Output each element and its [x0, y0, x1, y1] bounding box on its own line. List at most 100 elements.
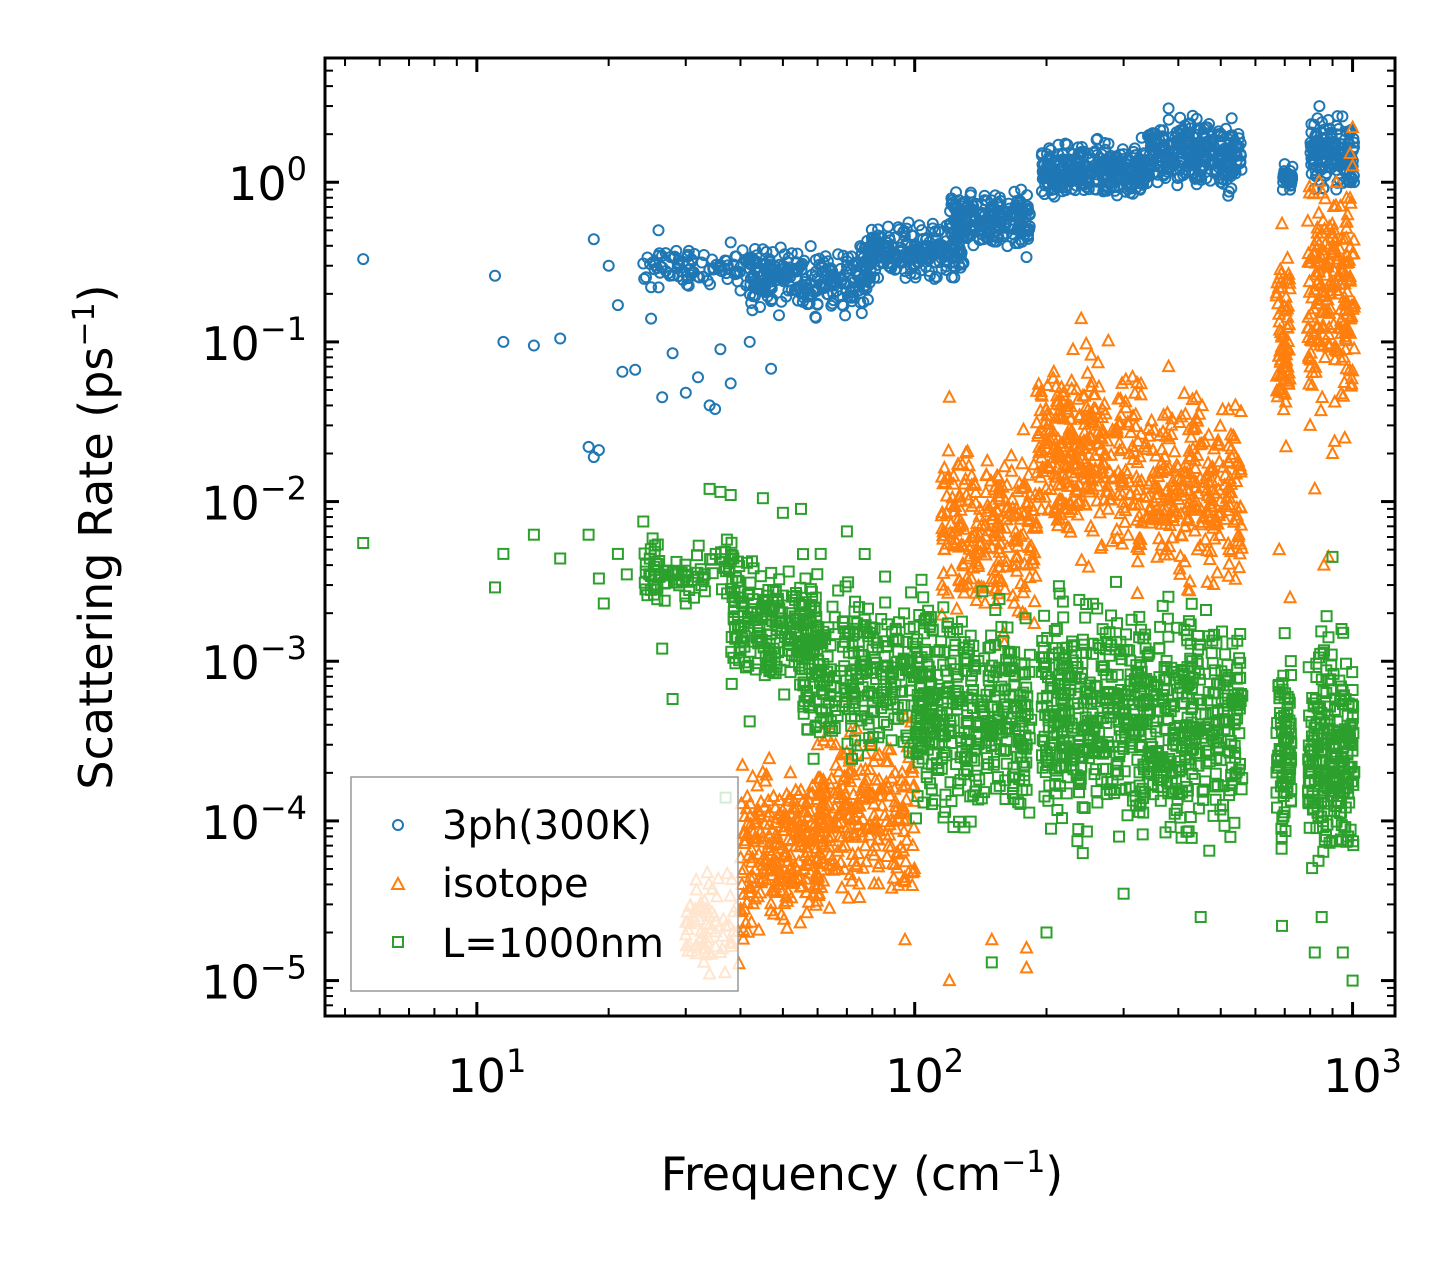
- triangle-point: [788, 782, 803, 796]
- square-point: [1008, 678, 1021, 691]
- triangle-point: [1274, 265, 1289, 280]
- circle-point: [879, 245, 892, 258]
- triangle-point: [1071, 476, 1087, 490]
- square-point: [760, 635, 773, 647]
- square-point: [863, 685, 876, 698]
- square-point: [950, 670, 963, 683]
- triangle-point: [1133, 536, 1148, 551]
- triangle-point: [816, 838, 832, 853]
- circle-point: [780, 290, 793, 303]
- square-point: [878, 659, 891, 672]
- triangle-point: [1188, 473, 1203, 488]
- triangle-point: [772, 792, 787, 806]
- circle-point: [845, 250, 858, 263]
- triangle-point: [1218, 467, 1233, 481]
- triangle-point: [1093, 442, 1108, 456]
- triangle-point: [1278, 393, 1293, 408]
- circle-point: [497, 335, 510, 348]
- square-point: [527, 528, 540, 541]
- square-point: [1042, 794, 1055, 807]
- triangle-point: [1109, 424, 1125, 439]
- circle-point: [865, 223, 878, 236]
- triangle-point: [1029, 464, 1045, 479]
- circle-point: [1209, 167, 1222, 179]
- square-point: [916, 752, 929, 765]
- triangle-point: [748, 861, 763, 876]
- triangle-point: [735, 825, 751, 840]
- circle-point: [1322, 114, 1335, 126]
- square-point: [917, 687, 930, 700]
- triangle-point: [1127, 385, 1143, 399]
- square-point: [666, 693, 679, 705]
- circle-point: [1193, 163, 1206, 176]
- triangle-point: [984, 570, 1000, 585]
- triangle-point: [1037, 415, 1052, 430]
- triangle-point: [1203, 462, 1219, 477]
- square-point: [1219, 648, 1232, 661]
- triangle-point: [1152, 427, 1167, 441]
- triangle-point: [751, 921, 766, 936]
- square-point: [1041, 632, 1054, 644]
- circle-point: [1224, 151, 1236, 164]
- circle-point: [1330, 183, 1343, 196]
- triangle-point: [1056, 466, 1071, 481]
- circle-point: [839, 277, 852, 290]
- triangle-point: [1172, 483, 1188, 498]
- square-point: [1105, 639, 1118, 652]
- circle-point: [1173, 140, 1186, 153]
- triangle-point: [961, 457, 977, 472]
- triangle-point: [957, 475, 972, 490]
- square-point: [582, 528, 595, 541]
- square-point: [1006, 662, 1019, 675]
- triangle-point: [1029, 414, 1044, 429]
- triangle-point: [810, 736, 825, 751]
- triangle-point: [745, 895, 761, 910]
- triangle-point: [740, 924, 756, 938]
- triangle-point: [898, 853, 913, 868]
- triangle-point: [1151, 468, 1166, 483]
- triangle-point: [1065, 341, 1081, 355]
- square-point: [1099, 762, 1112, 775]
- circle-point: [748, 290, 761, 303]
- square-point: [1092, 639, 1105, 652]
- square-point: [1121, 809, 1134, 822]
- triangle-point: [817, 779, 832, 794]
- square-point: [1097, 712, 1110, 725]
- circle-point: [656, 391, 669, 404]
- circle-point: [861, 293, 874, 306]
- square-point: [1047, 726, 1060, 739]
- circle-point: [953, 246, 966, 259]
- circle-point: [1234, 137, 1247, 150]
- square-point: [817, 712, 830, 725]
- circle-point: [685, 253, 698, 266]
- triangle-point: [845, 846, 860, 860]
- circle-point: [845, 295, 858, 308]
- square-point: [868, 622, 881, 635]
- circle-point: [616, 365, 629, 378]
- triangle-point: [1161, 358, 1176, 373]
- circle-point: [757, 269, 770, 282]
- triangle-point: [905, 864, 920, 879]
- triangle-point: [1038, 400, 1053, 415]
- circle-point: [638, 272, 651, 285]
- circle-point: [640, 271, 652, 284]
- square-point: [942, 680, 955, 693]
- triangle-point: [1302, 178, 1317, 193]
- triangle-point: [1222, 541, 1237, 555]
- triangle-point: [949, 600, 964, 615]
- square-point: [991, 771, 1004, 784]
- circle-point: [1021, 189, 1033, 202]
- triangle-point: [874, 787, 889, 802]
- triangle-point: [999, 476, 1015, 491]
- circle-point: [760, 258, 773, 270]
- triangle-point: [1062, 426, 1078, 440]
- circle-point: [1142, 130, 1154, 142]
- square-point: [1111, 617, 1123, 630]
- square-point: [758, 596, 771, 608]
- triangle-point: [779, 920, 795, 934]
- square-point: [1060, 641, 1073, 654]
- square-point: [852, 645, 865, 658]
- triangle-point: [772, 836, 787, 851]
- circle-point: [999, 210, 1012, 223]
- circle-point: [1166, 146, 1179, 159]
